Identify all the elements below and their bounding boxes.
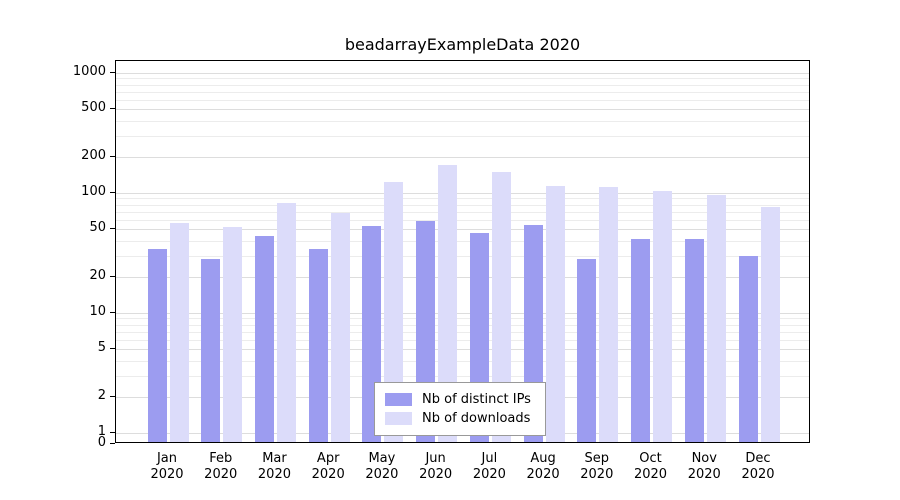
bar-downloads-may: [384, 181, 404, 442]
gridline-100: [116, 193, 809, 194]
chart-title: beadarrayExampleData 2020: [344, 35, 581, 54]
bar-ips-oct: [631, 238, 651, 442]
bar-ips-nov: [684, 238, 704, 442]
y-tick-label-100: 100: [81, 184, 106, 199]
y-tick-mark-2: [110, 395, 115, 397]
gridline-900: [116, 78, 809, 80]
gridline-80: [116, 204, 809, 206]
y-tick-label-0: 0: [97, 435, 106, 450]
gridline-8: [116, 324, 809, 326]
x-tick-label-apr: Apr 2020: [311, 451, 345, 482]
gridline-9: [116, 318, 809, 320]
x-tick-label-feb: Feb 2020: [204, 451, 238, 482]
gridline-30: [116, 255, 809, 257]
bar-downloads-mar: [276, 202, 296, 442]
bar-ips-feb: [201, 259, 221, 442]
legend-item-downloads: Nb of downloads: [385, 409, 531, 428]
legend-label-downloads: Nb of downloads: [422, 411, 531, 426]
y-tick-label-20: 20: [89, 267, 106, 283]
y-tick-label-50: 50: [89, 220, 106, 236]
x-tick-label-may: May 2020: [365, 451, 399, 482]
y-tick-label-1: 1: [97, 424, 106, 439]
bar-ips-dec: [738, 255, 758, 442]
gridline-1000: [116, 73, 809, 74]
y-tick-label-500: 500: [81, 100, 106, 116]
bar-downloads-feb: [223, 227, 243, 442]
x-tick-label-nov: Nov 2020: [687, 451, 721, 482]
y-tick-label-200: 200: [81, 147, 106, 163]
y-tick-mark-1000: [110, 72, 115, 73]
y-tick-label-5: 5: [97, 340, 106, 356]
gridline-7: [116, 331, 809, 333]
gridline-5: [116, 349, 809, 351]
gridline-60: [116, 219, 809, 221]
gridline-800: [116, 84, 809, 86]
legend-item-ips: Nb of distinct IPs: [385, 390, 531, 409]
gridline-4: [116, 360, 809, 362]
y-tick-mark-0: [110, 443, 115, 444]
gridline-6: [116, 339, 809, 341]
bar-downloads-jul: [491, 171, 511, 442]
x-tick-label-dec: Dec 2020: [741, 451, 775, 482]
legend-swatch-downloads: [385, 412, 412, 425]
gridline-20: [116, 276, 809, 278]
gridline-600: [116, 99, 809, 101]
gridline-70: [116, 211, 809, 213]
plot-area: Nb of distinct IPs Nb of downloads: [115, 60, 810, 443]
gridline-3: [116, 375, 809, 377]
bar-downloads-nov: [706, 195, 726, 442]
bar-downloads-jan: [169, 223, 189, 442]
legend-swatch-ips: [385, 393, 412, 406]
bar-ips-sep: [577, 259, 597, 442]
gridline-10: [116, 313, 809, 314]
y-tick-label-2: 2: [97, 387, 106, 403]
y-tick-mark-50: [110, 228, 115, 230]
x-tick-label-jun: Jun 2020: [419, 451, 453, 482]
y-tick-mark-20: [110, 275, 115, 277]
bar-downloads-dec: [760, 206, 780, 442]
gridline-700: [116, 91, 809, 93]
y-tick-mark-200: [110, 155, 115, 157]
bar-downloads-sep: [599, 187, 619, 442]
bar-downloads-apr: [330, 213, 350, 442]
bar-downloads-oct: [653, 191, 673, 442]
bar-ips-mar: [254, 236, 274, 442]
y-tick-mark-500: [110, 108, 115, 110]
legend: Nb of distinct IPs Nb of downloads: [374, 382, 546, 436]
y-tick-label-10: 10: [89, 304, 106, 319]
gridline-300: [116, 135, 809, 137]
bar-ips-apr: [308, 248, 328, 442]
legend-label-ips: Nb of distinct IPs: [422, 392, 531, 407]
y-tick-mark-5: [110, 348, 115, 350]
bar-downloads-aug: [545, 186, 565, 442]
gridline-50: [116, 229, 809, 231]
gridline-40: [116, 240, 809, 242]
y-tick-mark-10: [110, 312, 115, 313]
y-tick-label-1000: 1000: [72, 64, 106, 79]
x-tick-label-oct: Oct 2020: [633, 451, 668, 482]
x-tick-label-jan: Jan 2020: [150, 451, 184, 482]
x-tick-label-sep: Sep 2020: [580, 451, 614, 482]
gridline-90: [116, 198, 809, 200]
gridline-200: [116, 156, 809, 158]
gridline-500: [116, 109, 809, 111]
y-tick-mark-1: [110, 432, 115, 433]
x-tick-label-aug: Aug 2020: [526, 451, 560, 482]
y-tick-mark-100: [110, 192, 115, 193]
gridline-400: [116, 120, 809, 122]
bar-downloads-jun: [438, 164, 458, 442]
bar-ips-jan: [147, 248, 167, 442]
x-tick-label-jul: Jul 2020: [472, 451, 506, 482]
x-tick-label-mar: Mar 2020: [257, 451, 291, 482]
